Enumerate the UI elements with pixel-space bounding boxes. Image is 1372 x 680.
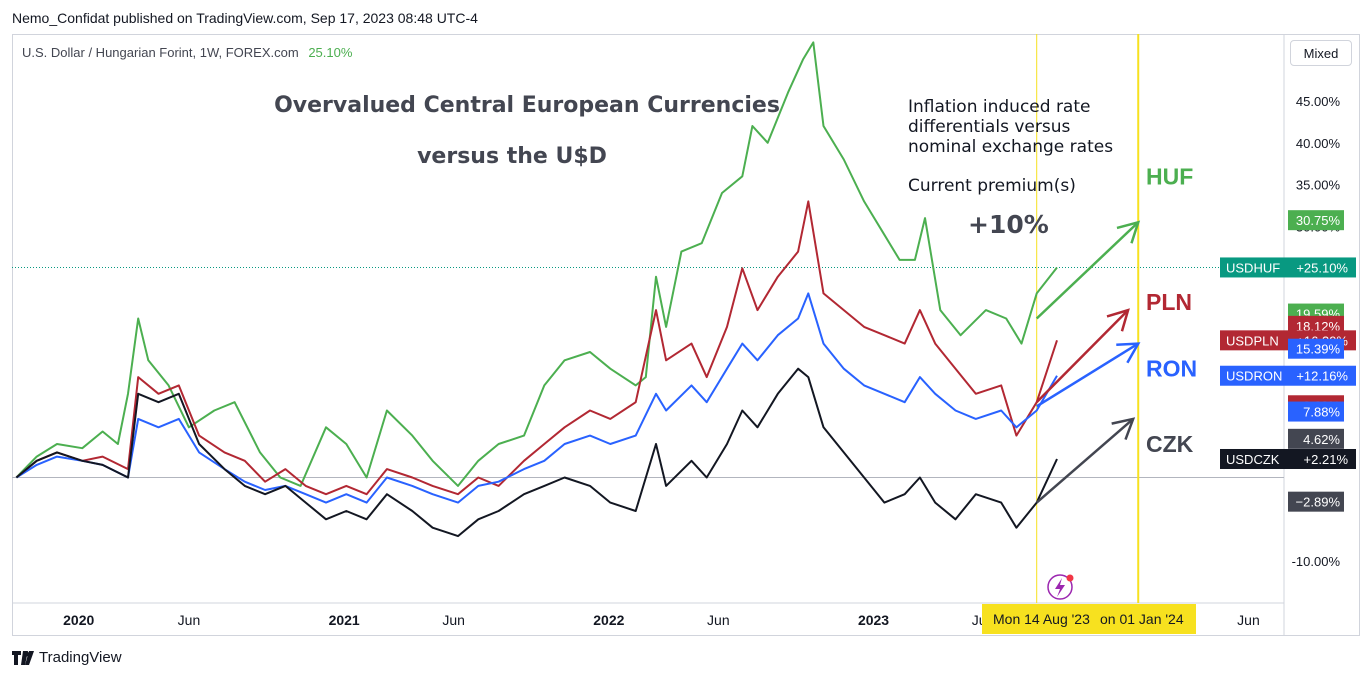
price-label: 7.88% xyxy=(1303,405,1340,420)
chart-title: Overvalued Central European Currencies xyxy=(274,93,780,118)
projection-arrow-czk[interactable] xyxy=(1035,417,1134,504)
time-tick: 2020 xyxy=(63,612,94,628)
projection-arrow-ron[interactable] xyxy=(1036,342,1139,408)
price-badge-symbol: USDPLN xyxy=(1226,333,1279,348)
projection-label-czk: CZK xyxy=(1146,431,1194,457)
time-tick: 2022 xyxy=(593,612,624,628)
series-line-pln[interactable] xyxy=(15,200,1058,496)
price-label-box xyxy=(1288,338,1344,359)
scale-mode-button[interactable]: Mixed xyxy=(1290,40,1352,66)
time-tick: Jun xyxy=(442,612,465,628)
price-badge-value: +12.16% xyxy=(1296,369,1348,384)
premium-value: +10% xyxy=(968,210,1049,239)
crosshair-date-bg xyxy=(982,604,1196,634)
price-label: −2.89% xyxy=(1296,495,1341,510)
price-badge-symbol: USDCZK xyxy=(1226,452,1280,467)
price-tick: 45.00% xyxy=(1296,94,1341,109)
tradingview-logo[interactable]: TradingView xyxy=(12,649,122,666)
time-tick: Jun xyxy=(178,612,201,628)
price-label: 18.12% xyxy=(1296,319,1341,334)
projection-arrowhead-pln xyxy=(1106,308,1130,332)
tradingview-logo-icon xyxy=(12,650,34,665)
price-badge-value: +2.21% xyxy=(1304,452,1349,467)
price-badge-symbol: USDHUF xyxy=(1226,260,1280,275)
price-label-box xyxy=(1288,210,1344,231)
note-line-2: differentials versus xyxy=(908,117,1070,137)
price-tick: 40.00% xyxy=(1296,136,1341,151)
premium-label: Current premium(s) xyxy=(908,176,1076,196)
price-label-box xyxy=(1288,401,1344,422)
crosshair-date-label-2: on 01 Jan '24 xyxy=(1100,611,1184,627)
price-label: 4.62% xyxy=(1303,432,1340,447)
series-line-czk[interactable] xyxy=(15,367,1058,538)
projection-arrow-pln[interactable] xyxy=(1035,309,1129,404)
projection-arrowhead-huf xyxy=(1116,220,1141,244)
price-label: 30.75% xyxy=(1296,213,1341,228)
price-badge-value: +25.10% xyxy=(1296,260,1348,275)
price-label-box xyxy=(1288,428,1344,449)
price-tick: 35.00% xyxy=(1296,178,1341,193)
note-line-3: nominal exchange rates xyxy=(908,137,1113,157)
brand-name: TradingView xyxy=(39,649,122,666)
symbol-change: 25.10% xyxy=(308,45,353,60)
price-badge-symbol: USDRON xyxy=(1226,369,1282,384)
projection-arrowhead-ron xyxy=(1116,342,1141,364)
series-line-ron[interactable] xyxy=(15,292,1058,504)
projection-label-pln: PLN xyxy=(1146,289,1192,315)
lightning-glyph-icon xyxy=(1055,578,1065,597)
chart-frame xyxy=(12,34,1360,636)
price-badge-usdhuf[interactable] xyxy=(1220,257,1356,278)
projection-arrow-huf[interactable] xyxy=(1035,221,1140,320)
time-tick: 2021 xyxy=(329,612,360,628)
time-tick: 2023 xyxy=(858,612,889,628)
note-line-1: Inflation induced rate xyxy=(908,97,1090,117)
projection-arrowhead-czk xyxy=(1111,417,1136,440)
time-tick: Jun xyxy=(707,612,730,628)
price-label: 15.39% xyxy=(1296,342,1341,357)
publish-line: Nemo_Confidat published on TradingView.c… xyxy=(12,10,478,26)
crosshair-date-label-1: Mon 14 Aug '23 xyxy=(993,611,1090,627)
price-label-box xyxy=(1288,491,1344,512)
projection-label-ron: RON xyxy=(1146,356,1197,382)
price-badge-usdron[interactable] xyxy=(1220,365,1356,386)
price-tick: -10.00% xyxy=(1292,554,1341,569)
time-tick: Jun xyxy=(1237,612,1260,628)
event-dot-icon xyxy=(1066,574,1074,582)
projection-label-huf: HUF xyxy=(1146,163,1193,189)
symbol-legend[interactable]: U.S. Dollar / Hungarian Forint, 1W, FORE… xyxy=(22,45,352,60)
chart-subtitle: versus the U$D xyxy=(417,144,607,169)
price-badge-usdczk[interactable] xyxy=(1220,448,1356,469)
symbol-description: U.S. Dollar / Hungarian Forint, 1W, FORE… xyxy=(22,45,299,60)
series-line-huf[interactable] xyxy=(15,41,1058,487)
